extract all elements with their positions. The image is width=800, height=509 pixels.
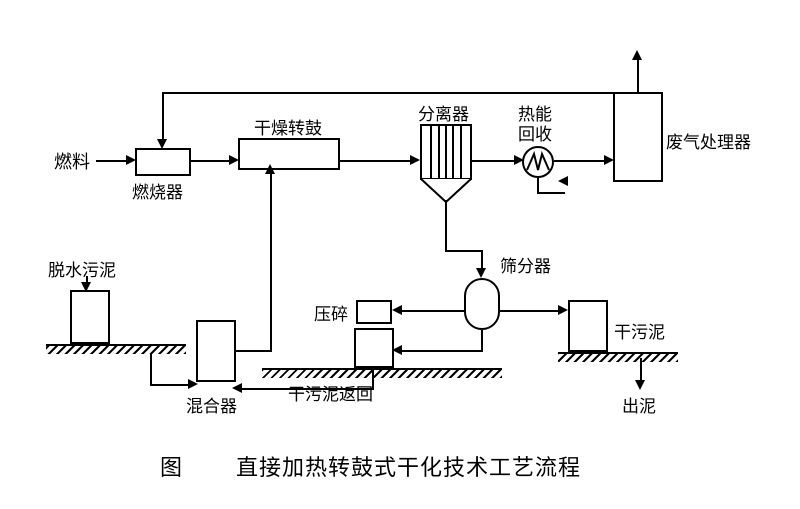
line: [150, 384, 192, 386]
exhaust-box: [613, 92, 663, 182]
dry-sludge-box: [568, 300, 608, 352]
drum-box: [238, 138, 340, 170]
line: [150, 354, 152, 384]
diagram-stage: { "labels": { "fuel": "燃料", "burner": "燃…: [0, 0, 800, 509]
separator-fins: [425, 126, 467, 178]
sieve-label: 筛分器: [500, 252, 551, 277]
burner-box: [135, 148, 191, 176]
arrow: [392, 345, 402, 355]
line: [191, 160, 233, 162]
arrow: [188, 379, 198, 389]
dewatered-box: [70, 290, 110, 344]
line: [238, 388, 372, 390]
arrow: [392, 305, 402, 315]
line: [445, 200, 447, 250]
crush-out-box: [354, 328, 394, 368]
line: [162, 92, 614, 94]
dry-return-label: 干污泥返回: [288, 380, 373, 405]
caption-text: 直接加热转鼓式干化技术工艺流程: [236, 450, 581, 482]
arrow: [157, 139, 167, 149]
dewatered-label: 脱水污泥: [48, 256, 116, 281]
crush-label: 压碎: [314, 300, 348, 325]
line: [637, 58, 639, 92]
dry-sludge-label: 干污泥: [614, 318, 665, 343]
heat-label2: 回收: [518, 120, 552, 145]
drum-label: 干燥转鼓: [254, 114, 322, 139]
line: [96, 160, 130, 162]
arrow: [632, 50, 642, 60]
line: [554, 160, 608, 162]
hatch: [558, 352, 678, 362]
line: [565, 178, 567, 184]
mixer-label: 混合器: [186, 392, 237, 417]
arrow: [476, 268, 486, 278]
line: [500, 310, 562, 312]
line: [472, 160, 518, 162]
arrow: [635, 380, 645, 390]
sieve-box: [464, 278, 500, 330]
heat-zigzag: [524, 148, 552, 176]
line: [340, 160, 414, 162]
line: [481, 330, 483, 350]
hatch: [262, 368, 502, 378]
line: [445, 250, 481, 252]
exhaust-label: 废气处理器: [666, 128, 751, 153]
line: [270, 170, 272, 350]
line: [400, 350, 483, 352]
arrow: [265, 164, 275, 174]
arrow: [558, 305, 568, 315]
burner-label: 燃烧器: [132, 178, 183, 203]
hatch: [46, 344, 186, 354]
arrow: [410, 155, 420, 165]
line: [398, 310, 464, 312]
line: [537, 192, 565, 194]
fuel-label: 燃料: [54, 148, 90, 174]
separator-label: 分离器: [418, 100, 469, 125]
out-sludge-label: 出泥: [622, 392, 656, 417]
crush-box: [356, 300, 392, 324]
line: [162, 92, 164, 142]
line: [236, 350, 272, 352]
mixer-box: [196, 320, 236, 382]
line: [372, 368, 374, 390]
caption-prefix: 图: [160, 450, 183, 482]
